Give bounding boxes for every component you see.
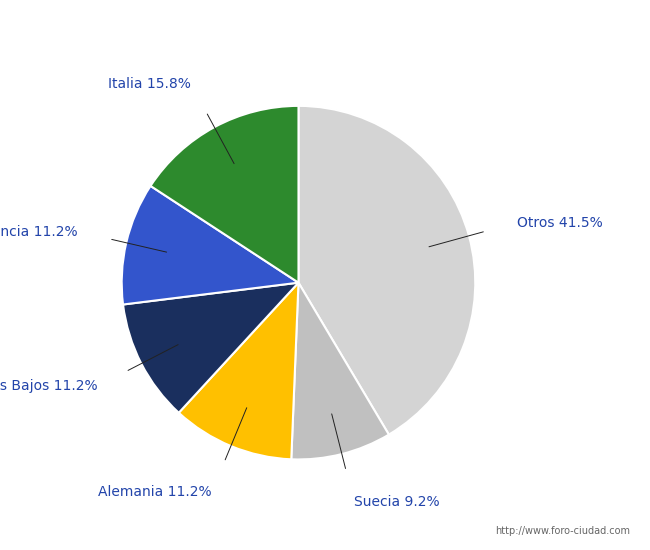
Text: http://www.foro-ciudad.com: http://www.foro-ciudad.com [495,526,630,536]
Wedge shape [179,283,298,459]
Text: Francia 11.2%: Francia 11.2% [0,224,78,239]
Text: Suecia 9.2%: Suecia 9.2% [354,495,439,509]
Wedge shape [151,106,298,283]
Text: Italia 15.8%: Italia 15.8% [108,76,191,91]
Text: Países Bajos 11.2%: Países Bajos 11.2% [0,379,98,393]
Wedge shape [123,283,298,412]
Wedge shape [122,186,298,305]
Text: Otros 41.5%: Otros 41.5% [517,216,603,230]
Text: Alemania 11.2%: Alemania 11.2% [98,485,212,499]
Wedge shape [291,283,389,459]
Text: Siete Aguas - Turistas extranjeros según país - Octubre de 2024: Siete Aguas - Turistas extranjeros según… [91,12,559,28]
Wedge shape [298,106,475,435]
